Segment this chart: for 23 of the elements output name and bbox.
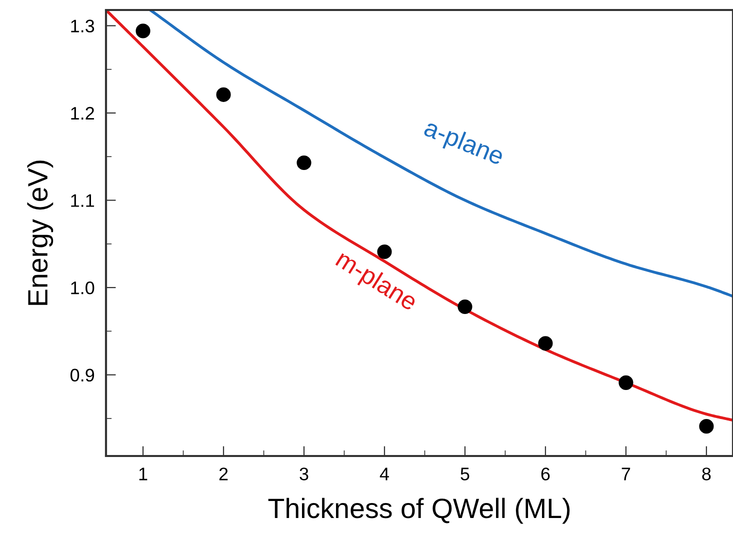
y-axis-title: Energy (eV) [27, 160, 54, 305]
y-tick-label: 0.9 [70, 368, 94, 382]
point [618, 375, 634, 390]
x-tick-label: 1 [139, 468, 148, 480]
point [538, 336, 553, 351]
x-tick-label: 7 [622, 468, 630, 480]
y-tick-label: 1.3 [71, 20, 94, 32]
point [136, 24, 150, 38]
y-tick-label: 1.0 [71, 281, 94, 294]
y-tick-label: 1.1 [71, 194, 94, 207]
x-axis-title: Thickness of QWell (ML) [268, 498, 570, 524]
annotation: a-plane [421, 118, 506, 170]
x-tick-label: 2 [219, 468, 228, 480]
y-tick-label: 1.2 [71, 106, 94, 120]
point [699, 419, 714, 434]
x-tick-label: 3 [300, 468, 308, 480]
x-tick-label: 6 [541, 468, 550, 480]
point [458, 299, 472, 314]
point [296, 155, 312, 170]
x-tick-label: 5 [460, 468, 470, 480]
point [216, 87, 231, 102]
x-tick-label: 4 [380, 468, 389, 480]
x-tick-label: 8 [702, 468, 711, 480]
